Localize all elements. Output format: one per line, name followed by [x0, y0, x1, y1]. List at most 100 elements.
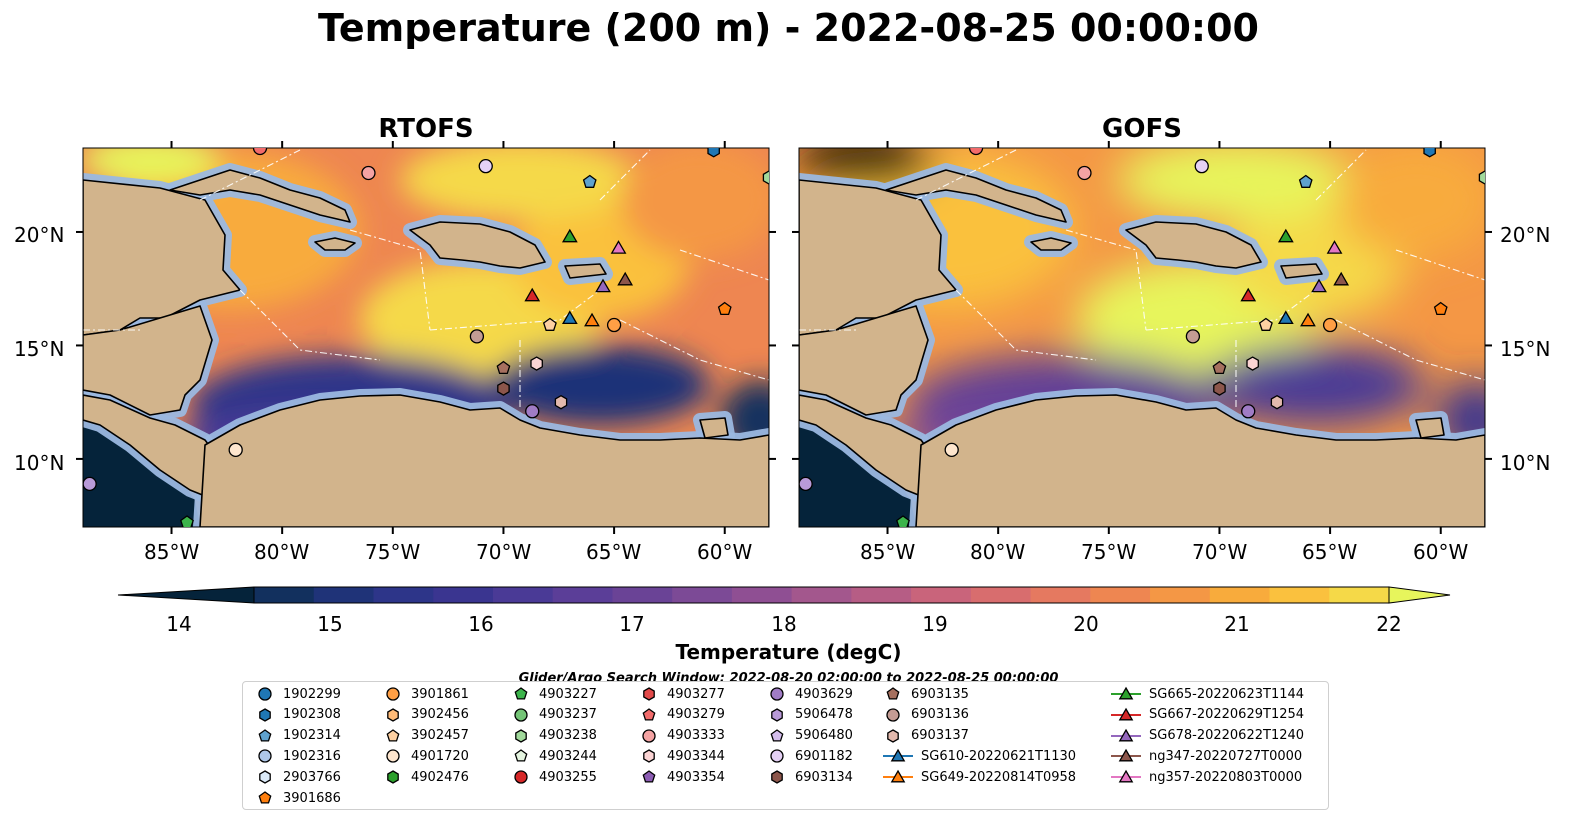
legend-marker[interactable] — [886, 708, 900, 722]
legend-marker[interactable] — [1118, 686, 1134, 700]
float-marker-23[interactable] — [799, 476, 813, 492]
legend-marker[interactable] — [259, 708, 271, 722]
float-marker-8[interactable] — [1311, 278, 1327, 293]
legend-marker[interactable] — [386, 728, 400, 742]
legend-marker[interactable] — [890, 749, 906, 762]
legend-marker[interactable] — [771, 770, 783, 784]
float-marker-7[interactable] — [610, 240, 627, 254]
legend-marker[interactable] — [642, 770, 656, 783]
legend-marker[interactable] — [770, 749, 784, 764]
legend-marker[interactable] — [770, 728, 784, 742]
legend-label: 4903354 — [667, 769, 725, 785]
float-marker-18[interactable] — [1246, 356, 1259, 371]
float-marker-7[interactable] — [1326, 240, 1343, 254]
float-marker-15[interactable] — [1185, 329, 1201, 344]
legend-marker[interactable] — [771, 708, 783, 722]
float-marker-23[interactable] — [83, 476, 97, 492]
legend-label: 4903227 — [539, 686, 597, 702]
legend-marker[interactable] — [386, 749, 400, 764]
legend-marker[interactable] — [642, 707, 656, 721]
float-marker-14[interactable] — [1322, 317, 1338, 333]
legend-marker[interactable] — [258, 728, 272, 742]
float-marker-17[interactable] — [1212, 360, 1227, 375]
float-marker-19[interactable] — [497, 381, 510, 396]
float-marker-16[interactable] — [1433, 301, 1448, 316]
float-marker-24[interactable] — [180, 515, 194, 528]
float-marker-18[interactable] — [530, 356, 543, 371]
float-marker-12[interactable] — [584, 312, 600, 327]
gofs-map[interactable] — [790, 0, 1577, 560]
legend-marker[interactable] — [642, 728, 656, 743]
float-marker-10[interactable] — [1240, 287, 1257, 302]
float-marker-4[interactable] — [252, 142, 268, 156]
legend-marker[interactable] — [887, 728, 899, 743]
legend-marker[interactable] — [1118, 707, 1134, 721]
float-marker-12[interactable] — [1300, 312, 1316, 327]
float-marker-9[interactable] — [617, 271, 634, 286]
circle-marker-icon — [770, 749, 784, 764]
float-marker-0[interactable] — [1077, 165, 1092, 181]
legend-marker[interactable] — [890, 769, 906, 783]
colorbar-tick-17: 17 — [619, 612, 645, 636]
float-marker-20[interactable] — [525, 404, 540, 419]
float-marker-6[interactable] — [1277, 228, 1294, 243]
float-marker-2[interactable] — [1298, 174, 1313, 188]
legend-label: 3902456 — [411, 707, 469, 723]
float-marker-13[interactable] — [542, 317, 557, 331]
float-marker-15[interactable] — [469, 329, 485, 344]
legend-marker[interactable] — [258, 687, 272, 701]
float-marker-21[interactable] — [1270, 394, 1284, 410]
triangle-marker-icon — [1111, 686, 1141, 700]
float-marker-1[interactable] — [478, 159, 493, 174]
legend-marker[interactable] — [387, 708, 399, 722]
float-marker-0[interactable] — [361, 165, 376, 181]
float-marker-2[interactable] — [582, 174, 597, 188]
colorbar-bin-5 — [552, 587, 613, 603]
float-marker-11[interactable] — [1277, 310, 1294, 325]
float-marker-21[interactable] — [554, 394, 568, 410]
legend-marker[interactable] — [514, 749, 528, 762]
legend-marker[interactable] — [886, 687, 900, 700]
legend-marker[interactable] — [643, 687, 655, 701]
legend-marker[interactable] — [514, 770, 528, 784]
float-marker-17[interactable] — [496, 360, 511, 375]
legend-marker[interactable] — [258, 749, 272, 764]
float-marker-9[interactable] — [1333, 271, 1350, 286]
legend-marker[interactable] — [258, 791, 272, 804]
legend-marker[interactable] — [514, 687, 528, 700]
legend-marker[interactable] — [1118, 769, 1134, 783]
float-marker-14[interactable] — [606, 317, 622, 333]
legend-marker[interactable] — [386, 687, 400, 701]
legend-label: ng347-20220727T0000 — [1149, 748, 1303, 764]
float-marker-5[interactable] — [1478, 170, 1490, 185]
float-marker-13[interactable] — [1258, 317, 1273, 331]
legend-marker[interactable] — [514, 708, 528, 722]
legend-marker[interactable] — [259, 770, 271, 784]
legend-marker[interactable] — [387, 770, 399, 784]
legend-marker[interactable] — [1118, 728, 1134, 742]
float-marker-16[interactable] — [717, 301, 732, 316]
float-marker-19[interactable] — [1213, 381, 1226, 396]
float-marker-5[interactable] — [762, 170, 774, 185]
float-marker-1[interactable] — [1194, 159, 1209, 174]
legend-marker[interactable] — [1118, 749, 1134, 762]
float-marker-3[interactable] — [1423, 144, 1436, 158]
legend-item: 4903237 — [511, 705, 597, 725]
legend-marker[interactable] — [515, 728, 527, 743]
legend-marker[interactable] — [770, 687, 784, 701]
lon-tick-80w-rtofs: 80°W — [254, 540, 310, 564]
float-marker-11[interactable] — [561, 310, 578, 325]
legend-item: 5906478 — [767, 705, 853, 725]
float-marker-3[interactable] — [707, 144, 720, 158]
float-marker-8[interactable] — [595, 278, 611, 293]
float-marker-20[interactable] — [1241, 404, 1256, 419]
legend-marker[interactable] — [643, 749, 655, 764]
float-marker-24[interactable] — [896, 515, 910, 528]
float-marker-4[interactable] — [968, 142, 984, 156]
float-marker-22[interactable] — [228, 442, 243, 457]
hexagon-marker-icon — [643, 687, 655, 701]
float-marker-10[interactable] — [524, 287, 541, 302]
float-marker-22[interactable] — [944, 442, 959, 457]
float-marker-6[interactable] — [561, 228, 578, 243]
rtofs-map[interactable] — [0, 0, 790, 560]
